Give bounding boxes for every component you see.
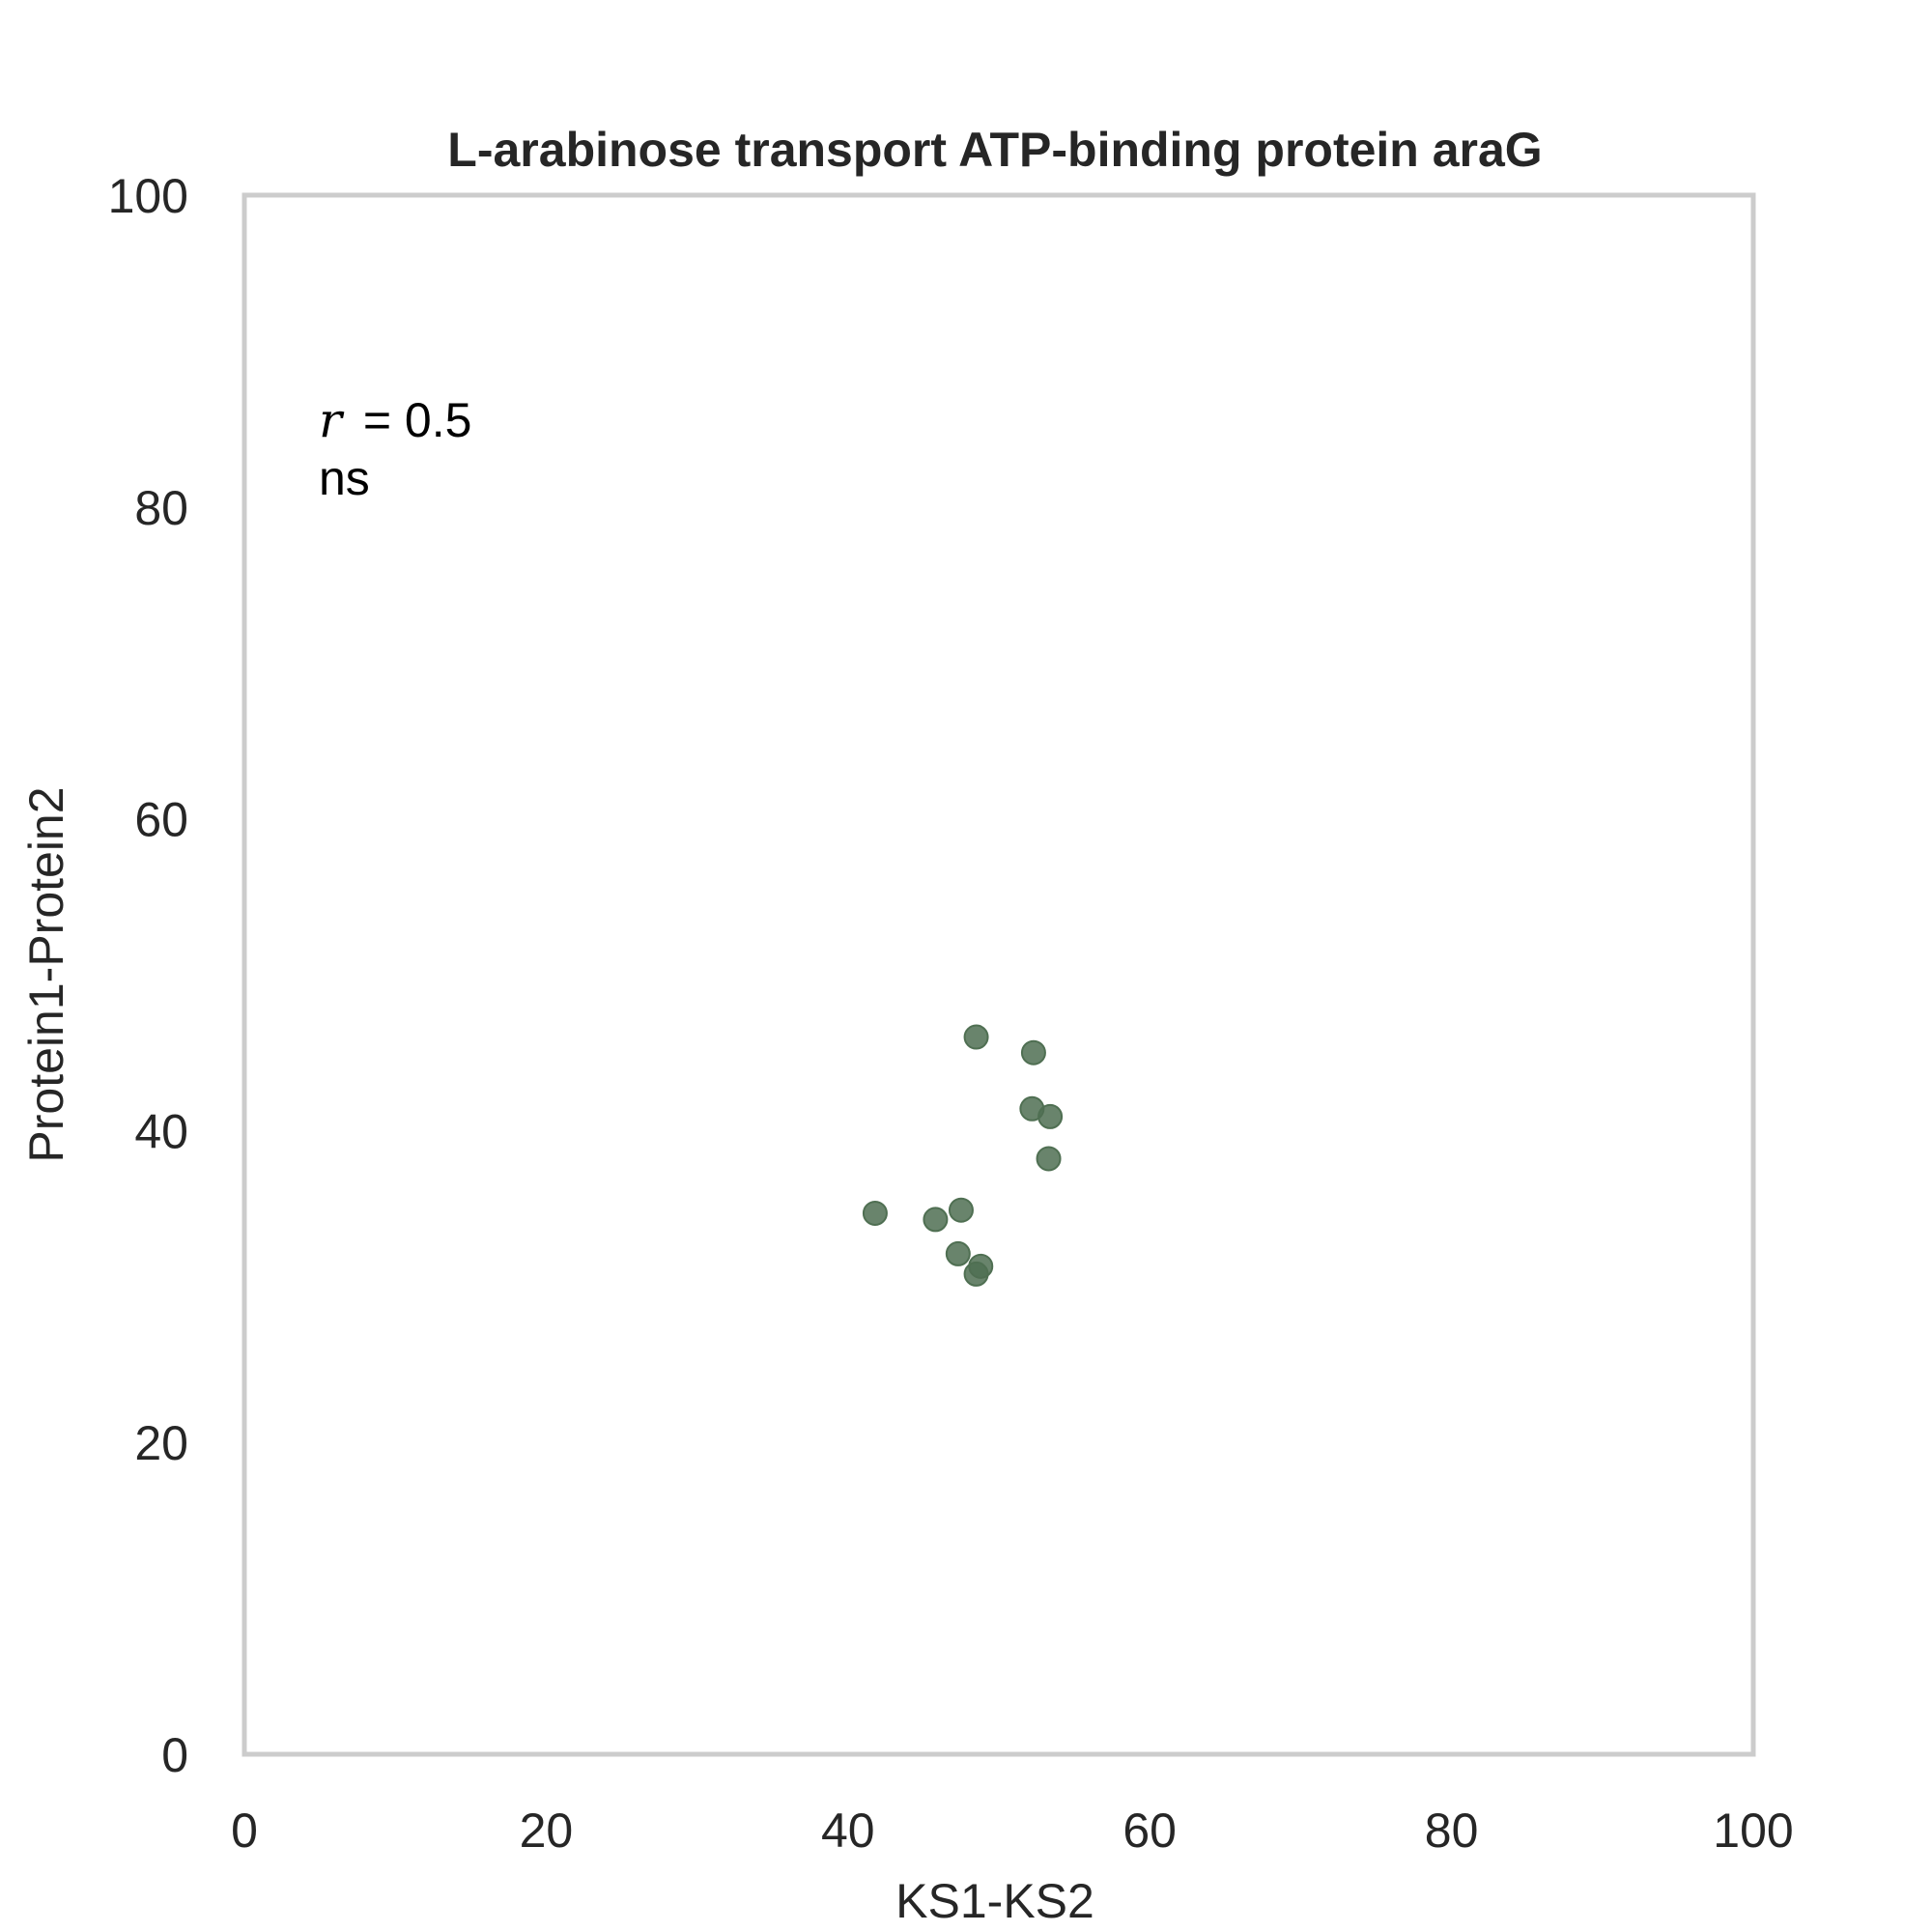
data-point	[923, 1207, 949, 1233]
data-point	[862, 1200, 888, 1226]
data-points	[862, 1024, 1064, 1287]
x-tick-label: 20	[520, 1804, 574, 1858]
y-tick-label: 100	[108, 169, 188, 223]
y-tick-label: 80	[134, 481, 188, 535]
data-point	[945, 1240, 971, 1266]
data-point	[963, 1024, 989, 1050]
x-tick-label: 40	[821, 1804, 875, 1858]
svg-text:r = 0.5: r = 0.5	[319, 392, 471, 448]
x-tick-label: 60	[1122, 1804, 1177, 1858]
x-tick-label: 0	[231, 1804, 258, 1858]
r-symbol: r	[319, 392, 345, 448]
correlation-annotation: r = 0.5 ns	[319, 392, 471, 505]
y-tick-label: 0	[161, 1728, 188, 1782]
significance-label: ns	[319, 451, 370, 505]
data-point	[1037, 1103, 1064, 1129]
data-point	[948, 1197, 974, 1223]
x-tick-label: 80	[1425, 1804, 1479, 1858]
x-tick-label: 100	[1713, 1804, 1793, 1858]
y-tick-labels: 0 20 40 60 80 100	[108, 169, 188, 1782]
x-axis-label: KS1-KS2	[895, 1874, 1094, 1928]
data-point	[1020, 1039, 1046, 1065]
y-axis-label: Protein1-Protein2	[19, 786, 73, 1162]
x-tick-labels: 0 20 40 60 80 100	[231, 1804, 1794, 1858]
plot-frame	[242, 192, 1756, 1757]
y-tick-label: 20	[134, 1416, 188, 1470]
chart-title: L-arabinose transport ATP-binding protei…	[447, 123, 1542, 177]
data-point	[963, 1261, 989, 1287]
r-value: = 0.5	[363, 393, 472, 447]
data-point	[1036, 1146, 1062, 1172]
y-tick-label: 60	[134, 793, 188, 847]
y-tick-label: 40	[134, 1104, 188, 1158]
